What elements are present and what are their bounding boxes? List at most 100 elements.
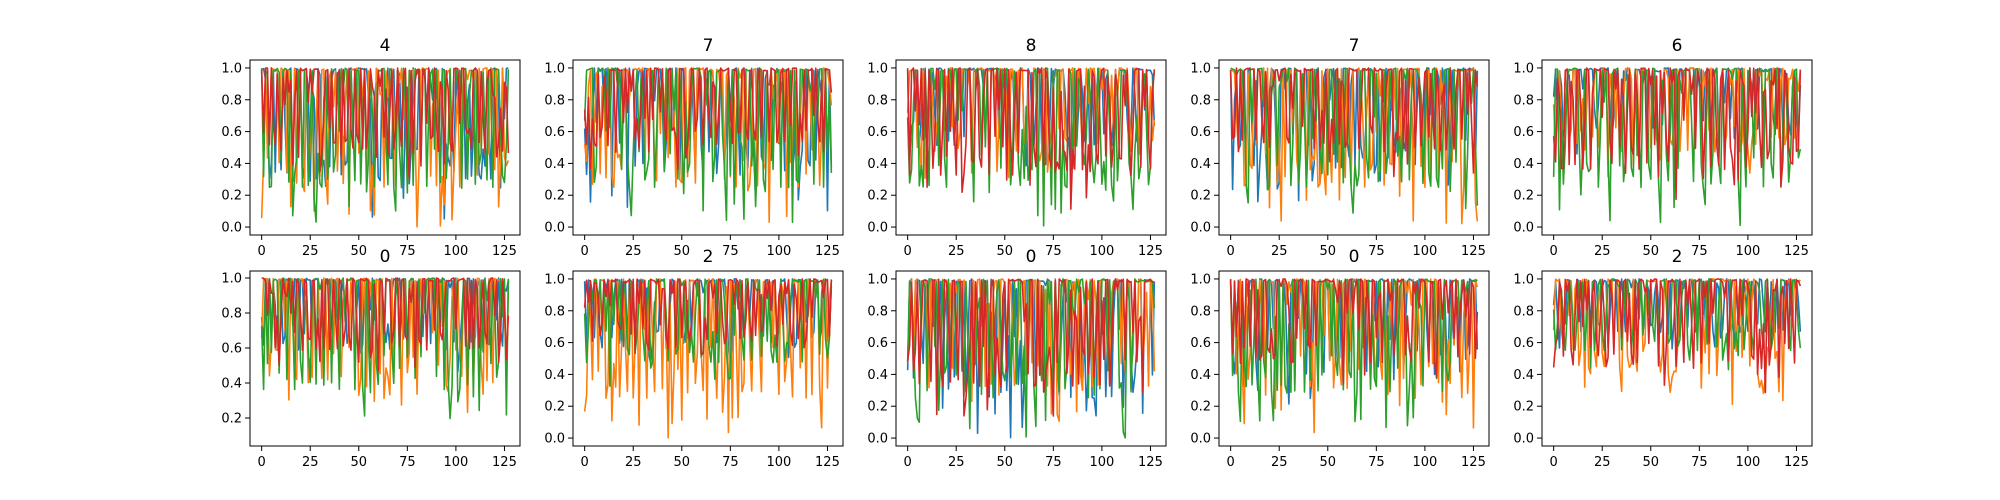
x-tick-label: 100 bbox=[766, 455, 791, 470]
y-tick-label: 0.6 bbox=[544, 125, 565, 140]
subplot-5: 0 25 50 75 100 125 0.0 0.2 0.4 0.6 0.8 1.0 6 bbox=[1513, 36, 1813, 259]
x-tick-label: 50 bbox=[351, 244, 368, 259]
y-tick-label: 0.4 bbox=[1190, 157, 1211, 172]
series-line-4 bbox=[1229, 67, 1479, 178]
axes-frame bbox=[1541, 59, 1813, 236]
y-tick-label: 0.4 bbox=[221, 157, 242, 172]
y-tick-label: 1.0 bbox=[1190, 61, 1211, 76]
y-tick-label: 0.8 bbox=[867, 93, 888, 108]
subplot-1: 0 25 50 75 100 125 0.0 0.2 0.4 0.6 0.8 1.0 4 bbox=[221, 36, 521, 259]
series-group bbox=[906, 67, 1156, 227]
x-tick-label: 75 bbox=[1368, 455, 1385, 470]
series-line-4 bbox=[583, 278, 833, 356]
subplot-6: 0 25 50 75 100 125 0.2 0.4 0.6 0.8 1.0 0 bbox=[221, 247, 521, 470]
series-group bbox=[906, 278, 1156, 439]
x-tick-label: 125 bbox=[815, 455, 840, 470]
y-tick-label: 0.4 bbox=[544, 157, 565, 172]
y-tick-label: 0.6 bbox=[544, 336, 565, 351]
x-tick-label: 75 bbox=[1045, 455, 1062, 470]
y-tick-label: 1.0 bbox=[221, 61, 242, 76]
subplot-title: 2 bbox=[1672, 247, 1683, 267]
x-tick-label: 75 bbox=[1691, 455, 1708, 470]
x-tick-label: 50 bbox=[1320, 244, 1337, 259]
subplot-title: 8 bbox=[1026, 36, 1037, 56]
x-tick-label: 125 bbox=[1784, 244, 1809, 259]
y-tick-label: 0.6 bbox=[221, 125, 242, 140]
x-tick-label: 25 bbox=[948, 244, 965, 259]
y-tick-label: 0.0 bbox=[1190, 221, 1211, 236]
y-tick-label: 0.2 bbox=[221, 189, 242, 204]
x-tick-label: 125 bbox=[492, 455, 517, 470]
x-tick-label: 0 bbox=[581, 244, 589, 259]
series-group bbox=[1229, 278, 1479, 434]
x-tick-label: 100 bbox=[1735, 455, 1760, 470]
series-line-4 bbox=[1552, 67, 1802, 201]
series-line-4 bbox=[260, 67, 510, 180]
series-line-2 bbox=[583, 278, 833, 439]
x-tick-label: 50 bbox=[1643, 455, 1660, 470]
y-tick-label: 0.8 bbox=[544, 304, 565, 319]
y-tick-label: 1.0 bbox=[221, 272, 242, 287]
y-tick-label: 0.4 bbox=[1190, 368, 1211, 383]
y-tick-label: 0.6 bbox=[867, 336, 888, 351]
y-tick-label: 0.0 bbox=[544, 221, 565, 236]
x-tick-label: 0 bbox=[258, 244, 266, 259]
x-tick-label: 25 bbox=[1271, 244, 1288, 259]
y-tick-label: 1.0 bbox=[867, 61, 888, 76]
subplot-title: 7 bbox=[703, 36, 714, 56]
x-tick-label: 75 bbox=[722, 455, 739, 470]
x-tick-label: 75 bbox=[1045, 244, 1062, 259]
x-tick-label: 75 bbox=[399, 244, 416, 259]
y-tick-label: 1.0 bbox=[1513, 272, 1534, 287]
x-tick-label: 25 bbox=[302, 455, 319, 470]
x-tick-label: 0 bbox=[1550, 244, 1558, 259]
y-tick-label: 0.6 bbox=[1513, 125, 1534, 140]
y-tick-label: 1.0 bbox=[1513, 61, 1534, 76]
series-line-2 bbox=[260, 277, 510, 414]
y-tick-label: 0.4 bbox=[867, 157, 888, 172]
x-tick-label: 50 bbox=[351, 455, 368, 470]
x-tick-label: 125 bbox=[1784, 455, 1809, 470]
x-tick-label: 75 bbox=[399, 455, 416, 470]
x-tick-label: 100 bbox=[1089, 244, 1114, 259]
y-tick-label: 1.0 bbox=[867, 272, 888, 287]
x-tick-label: 100 bbox=[1412, 244, 1437, 259]
y-tick-label: 0.8 bbox=[1513, 93, 1534, 108]
y-tick-label: 0.0 bbox=[867, 221, 888, 236]
y-tick-label: 0.8 bbox=[1190, 93, 1211, 108]
y-tick-label: 0.2 bbox=[1513, 189, 1534, 204]
x-tick-label: 50 bbox=[1643, 244, 1660, 259]
x-tick-label: 0 bbox=[1227, 455, 1235, 470]
y-tick-label: 0.4 bbox=[867, 368, 888, 383]
series-line-3 bbox=[1552, 278, 1802, 371]
x-tick-label: 25 bbox=[1594, 244, 1611, 259]
axes-frame bbox=[1541, 270, 1813, 447]
series-line-4 bbox=[906, 67, 1156, 210]
x-tick-label: 100 bbox=[1089, 455, 1114, 470]
subplot-9: 0 25 50 75 100 125 0.0 0.2 0.4 0.6 0.8 1.0 0 bbox=[1190, 247, 1490, 470]
axes-frame bbox=[1218, 59, 1490, 236]
y-tick-label: 0.6 bbox=[1190, 125, 1211, 140]
y-tick-label: 0.8 bbox=[221, 93, 242, 108]
y-tick-label: 0.2 bbox=[544, 400, 565, 415]
y-tick-label: 0.8 bbox=[221, 307, 242, 322]
series-line-4 bbox=[261, 277, 510, 372]
x-tick-label: 0 bbox=[258, 455, 266, 470]
x-tick-label: 0 bbox=[1227, 244, 1235, 259]
axes-frame bbox=[895, 270, 1167, 447]
x-tick-label: 125 bbox=[1138, 455, 1163, 470]
y-tick-label: 0.4 bbox=[544, 368, 565, 383]
series-group bbox=[583, 67, 833, 224]
axes-frame bbox=[249, 59, 521, 236]
x-tick-label: 25 bbox=[625, 455, 642, 470]
series-line-4 bbox=[906, 278, 1155, 417]
y-tick-label: 0.0 bbox=[867, 432, 888, 447]
y-tick-label: 0.0 bbox=[221, 221, 242, 236]
x-tick-label: 125 bbox=[1461, 244, 1486, 259]
series-group bbox=[583, 278, 833, 439]
y-tick-label: 0.0 bbox=[1513, 221, 1534, 236]
axes-frame bbox=[572, 270, 844, 447]
x-tick-label: 25 bbox=[948, 455, 965, 470]
y-tick-label: 0.8 bbox=[867, 304, 888, 319]
